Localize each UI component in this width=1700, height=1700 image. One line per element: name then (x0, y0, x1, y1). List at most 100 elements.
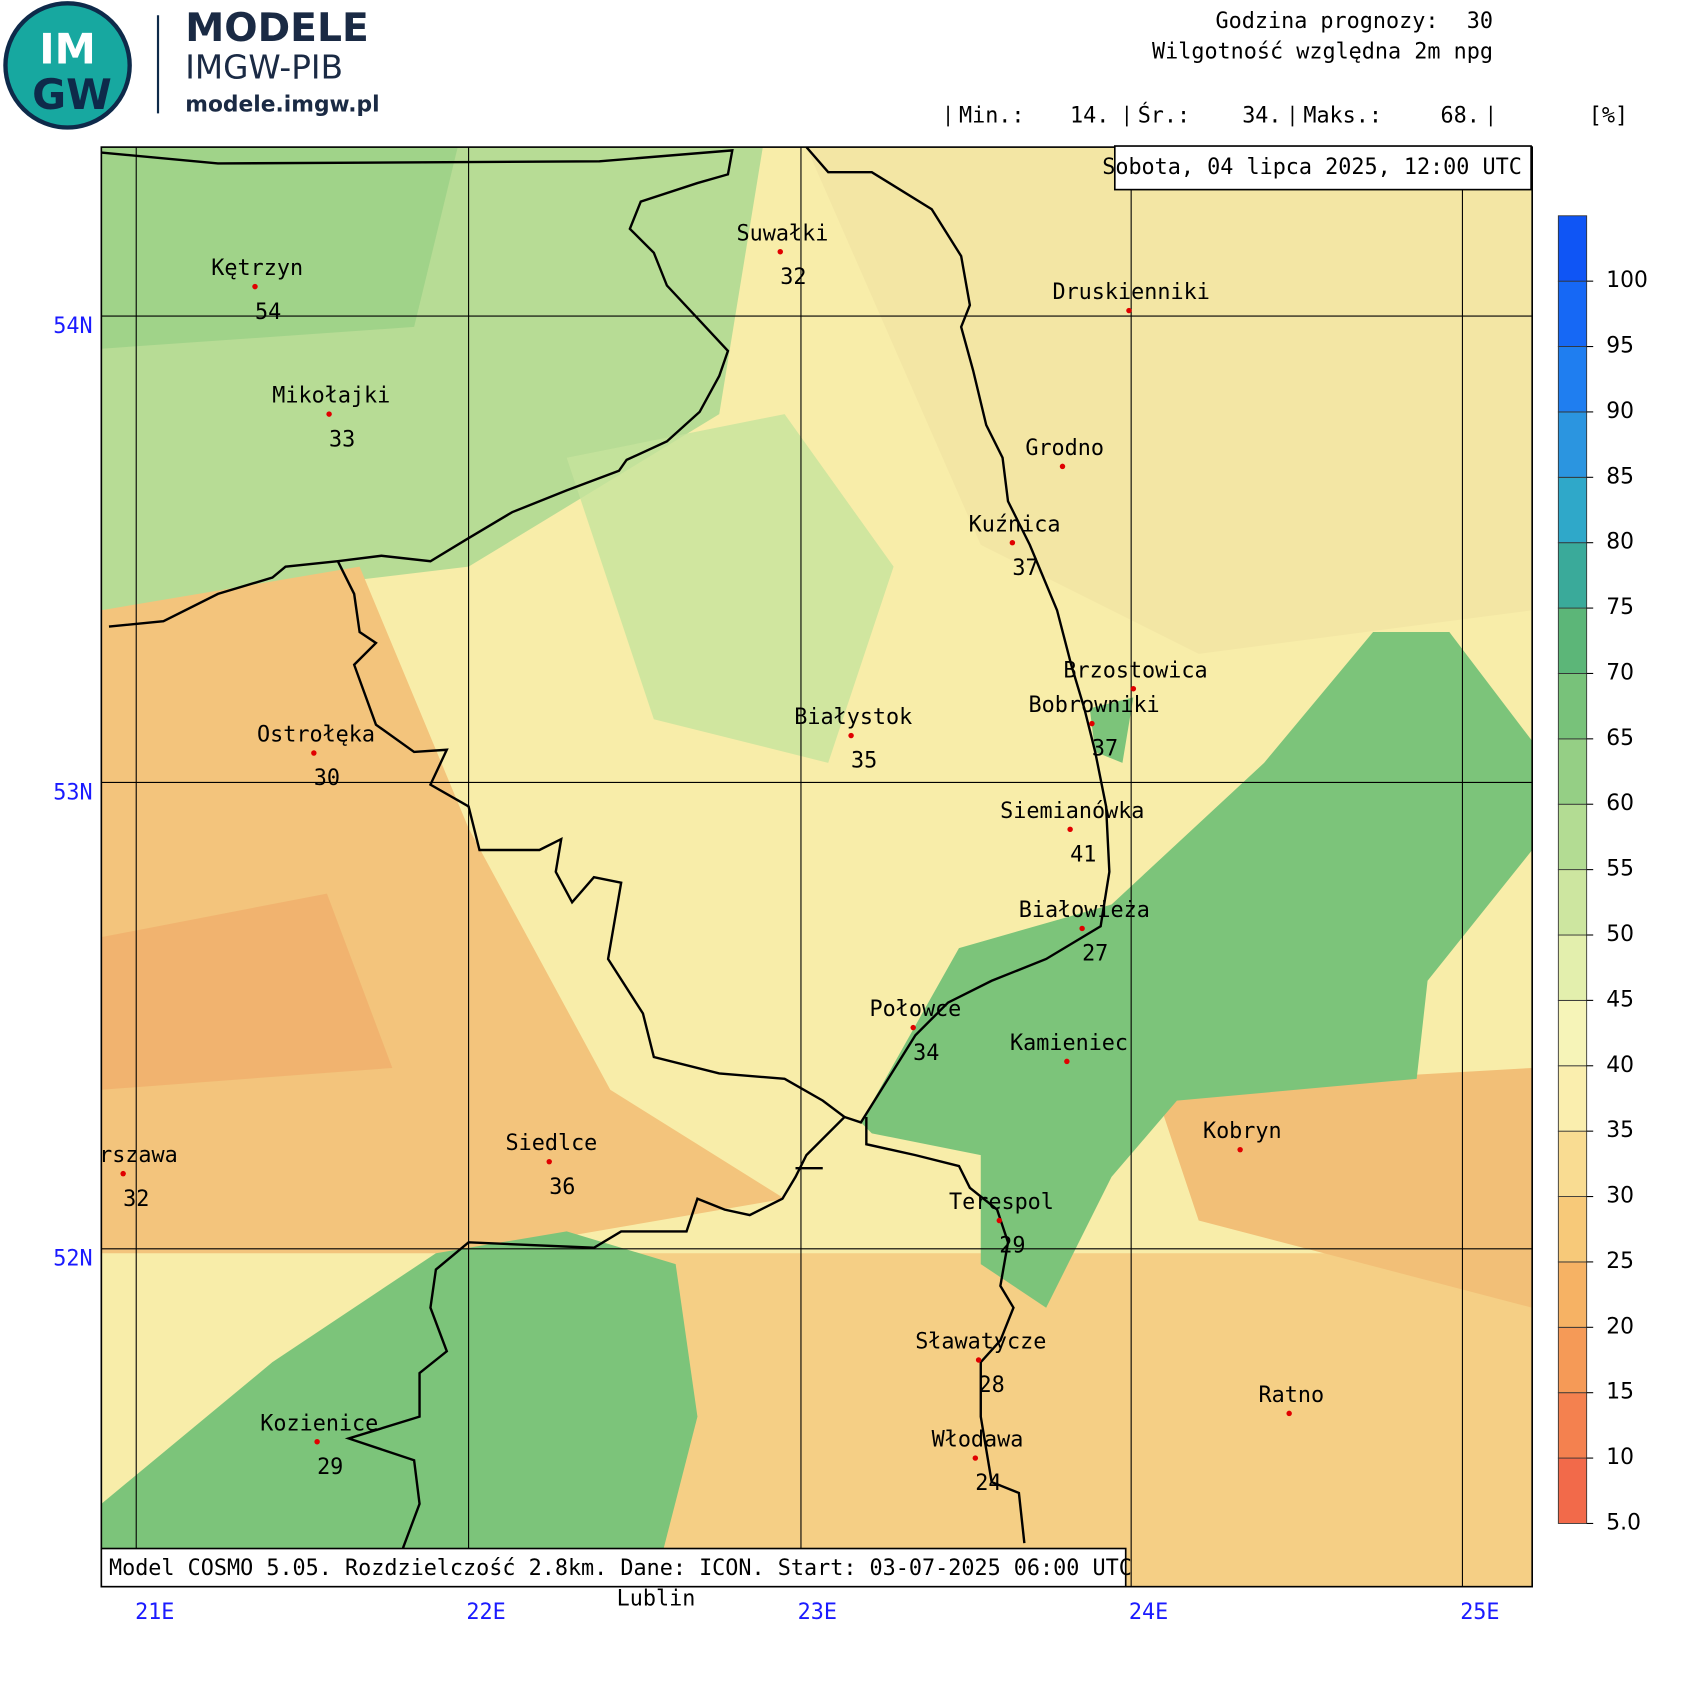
city-dot (252, 283, 258, 290)
city-name: Bobrowniki (1029, 693, 1160, 718)
city-value: 24 (975, 1471, 1001, 1496)
lon-label: 21E (135, 1600, 174, 1625)
date: Sobota, 04 lipca 2025, 12:00 UTC (1102, 155, 1522, 180)
logo-bottom: GW (32, 71, 112, 119)
city-dot (326, 411, 332, 417)
city-dot (311, 750, 317, 756)
city-name: Grodno (1025, 436, 1104, 461)
logo-top: IM (39, 25, 96, 73)
logo: IM GW (3, 1, 132, 130)
city-dot (910, 1024, 916, 1031)
city-value: 54 (255, 300, 281, 325)
lat-label: 52N (53, 1247, 92, 1272)
city-name: Sławatycze (915, 1330, 1046, 1355)
colorbar-label: 40 (1606, 1053, 1634, 1078)
colorbar-label: 50 (1606, 922, 1634, 947)
colorbar-segment (1557, 999, 1588, 1067)
city-name: Kuźnica (969, 512, 1061, 537)
city-value: 32 (123, 1187, 149, 1212)
city-name: Siedlce (506, 1131, 598, 1156)
colorbar-label: 70 (1606, 660, 1634, 685)
city-name: Druskienniki (1052, 280, 1209, 305)
city-value: 29 (999, 1234, 1025, 1259)
colorbar-label: 45 (1606, 987, 1634, 1012)
colorbar-segment (1557, 1392, 1588, 1459)
colorbar-segment (1557, 215, 1588, 282)
city-dot (314, 1439, 320, 1445)
colorbar-label: 95 (1606, 334, 1634, 359)
city-name: Warszawa (73, 1143, 178, 1168)
colorbar-label: 30 (1606, 1184, 1634, 1209)
city-dot (1079, 925, 1085, 932)
colorbar-segment (1557, 1261, 1588, 1328)
city-dot (1237, 1146, 1243, 1153)
city-dot (1059, 463, 1066, 470)
colorbar-segment (1557, 1065, 1588, 1132)
city-dot (1130, 685, 1137, 692)
city-name: Białowieża (1019, 898, 1150, 923)
url: modele.imgw.pl (185, 93, 379, 118)
city-dot (972, 1455, 979, 1461)
colorbar-label: 90 (1606, 399, 1634, 424)
colorbar-segment (1557, 411, 1588, 478)
colorbar-segment (1557, 1196, 1588, 1263)
city-name: Terespol (949, 1190, 1054, 1215)
min: 14. (1070, 104, 1109, 129)
colorbar-segment (1557, 803, 1588, 871)
city-value: 41 (1070, 842, 1096, 867)
footer: Model COSMO 5.05. Rozdzielczość 2.8km. D… (109, 1556, 1132, 1581)
colorbar-label: 65 (1606, 726, 1634, 751)
city-name: Siemianówka (1000, 799, 1144, 824)
city-dot (777, 249, 783, 255)
org: IMGW-PIB (185, 49, 343, 87)
max: 68. (1441, 104, 1480, 129)
separators (947, 105, 1492, 127)
forecast-hour-label: Godzina prognozy: (1216, 9, 1439, 34)
colorbar-label: 10 (1606, 1445, 1634, 1470)
colorbar-segment (1557, 476, 1588, 544)
lon-label: 25E (1460, 1600, 1499, 1625)
colorbar-label: 35 (1606, 1118, 1634, 1143)
colorbar-segment (1557, 607, 1588, 674)
colorbar-segment (1557, 934, 1588, 1001)
city-name: Suwałki (737, 221, 829, 246)
city-value: 36 (549, 1175, 575, 1200)
lat-label: 53N (53, 780, 92, 805)
forecast-hour: 30 (1467, 9, 1493, 34)
colorbar-label: 20 (1606, 1314, 1634, 1339)
colorbar-segment (1557, 1457, 1588, 1524)
city-name: Połowce (869, 997, 961, 1022)
city-dot (1009, 539, 1016, 546)
brand: MODELE (185, 6, 369, 51)
city-dot (546, 1158, 552, 1165)
colorbar-segment (1557, 280, 1588, 347)
colorbar-segment (1557, 1130, 1588, 1197)
city-name: Kamieniec (1010, 1031, 1128, 1056)
colorbar-segment (1557, 542, 1588, 609)
min-label: Min.: (959, 104, 1025, 129)
unit: [%] (1589, 104, 1628, 129)
colorbar-label: 5.0 (1606, 1510, 1641, 1535)
lon-label: 22E (466, 1600, 505, 1625)
city-value: 32 (780, 265, 806, 290)
colorbar-label: 15 (1606, 1380, 1634, 1405)
city-value: 37 (1092, 737, 1118, 762)
city-value: 30 (314, 766, 340, 791)
colorbar-segment (1557, 869, 1588, 936)
city-value: 34 (913, 1041, 939, 1066)
colorbar-segment (1557, 1326, 1588, 1394)
city-value: 33 (329, 427, 355, 452)
city-name: Ostrołęka (257, 723, 375, 748)
city-dot (1064, 1058, 1070, 1065)
city-value: 35 (851, 749, 877, 774)
mean-label: Śr.: (1138, 103, 1190, 129)
variable: Wilgotność względna 2m npg (1152, 39, 1493, 64)
city-dot (1126, 307, 1132, 314)
city-dot (1067, 826, 1073, 833)
colorbar-label: 80 (1606, 530, 1634, 555)
city-value: 28 (979, 1373, 1005, 1398)
colorbar-label: 100 (1606, 268, 1648, 293)
colorbar-segment (1557, 673, 1588, 740)
city-value: 29 (317, 1455, 343, 1480)
